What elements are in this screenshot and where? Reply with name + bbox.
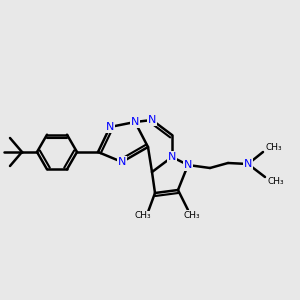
Text: N: N: [244, 159, 252, 169]
Text: CH₃: CH₃: [184, 211, 200, 220]
Text: CH₃: CH₃: [268, 176, 284, 185]
Text: N: N: [168, 152, 176, 162]
Text: CH₃: CH₃: [135, 212, 151, 220]
Text: CH₃: CH₃: [266, 143, 282, 152]
Text: N: N: [106, 122, 114, 132]
Text: N: N: [148, 115, 156, 125]
Text: N: N: [184, 160, 192, 170]
Text: N: N: [118, 157, 126, 167]
Text: N: N: [131, 117, 139, 127]
